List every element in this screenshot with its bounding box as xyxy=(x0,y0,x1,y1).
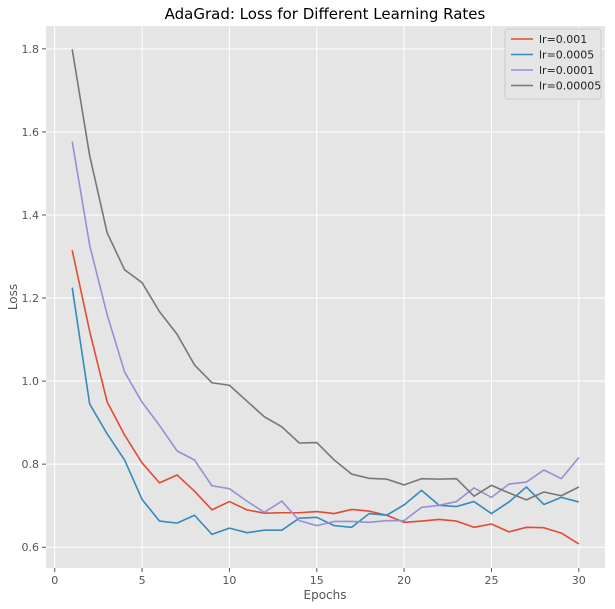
series-line-0 xyxy=(71,250,580,545)
plot-background xyxy=(46,26,605,568)
y-tick-label-3: 1.2 xyxy=(22,292,40,305)
legend-label-0: lr=0.001 xyxy=(539,33,587,46)
series-lines xyxy=(71,49,580,545)
chart-title: AdaGrad: Loss for Different Learning Rat… xyxy=(165,5,486,23)
y-tick-label-6: 1.8 xyxy=(22,43,40,56)
legend-box xyxy=(504,28,602,100)
series-line-3 xyxy=(71,49,580,501)
y-tick-label-4: 1.4 xyxy=(22,209,40,222)
axis-ticks: 0 5 10 15 20 25 30 0.6 0.8 1.0 1.2 1.4 1.6 1.8 xyxy=(22,43,586,587)
y-tick-label-5: 1.6 xyxy=(22,126,40,139)
x-axis-label: Epochs xyxy=(304,588,347,602)
y-tick-label-1: 0.8 xyxy=(22,458,40,471)
x-tick-label-4: 20 xyxy=(397,574,411,587)
legend: lr=0.001 lr=0.0005 lr=0.0001 lr=0.00005 xyxy=(504,28,602,100)
x-tick-label-1: 5 xyxy=(139,574,146,587)
legend-label-1: lr=0.0005 xyxy=(539,49,594,62)
legend-label-3: lr=0.00005 xyxy=(539,80,601,93)
y-tick-label-0: 0.6 xyxy=(22,541,40,554)
series-line-1 xyxy=(71,287,580,536)
x-tick-label-6: 30 xyxy=(572,574,586,587)
x-tick-label-5: 25 xyxy=(484,574,498,587)
x-tick-label-2: 10 xyxy=(222,574,236,587)
legend-label-2: lr=0.0001 xyxy=(539,64,594,77)
y-axis-label: Loss xyxy=(6,284,20,310)
series-line-2 xyxy=(71,141,580,527)
x-tick-label-0: 0 xyxy=(51,574,58,587)
y-tick-label-2: 1.0 xyxy=(22,375,40,388)
x-tick-label-3: 15 xyxy=(310,574,324,587)
